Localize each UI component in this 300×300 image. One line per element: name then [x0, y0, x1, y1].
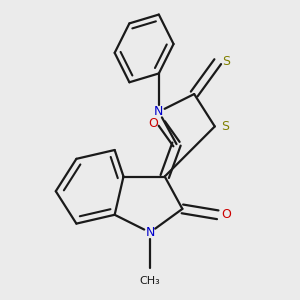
Text: O: O [148, 117, 158, 130]
Text: N: N [154, 105, 164, 118]
Text: S: S [221, 120, 229, 133]
Text: O: O [222, 208, 232, 221]
Text: S: S [223, 55, 231, 68]
Text: CH₃: CH₃ [140, 276, 160, 286]
Text: N: N [145, 226, 155, 239]
